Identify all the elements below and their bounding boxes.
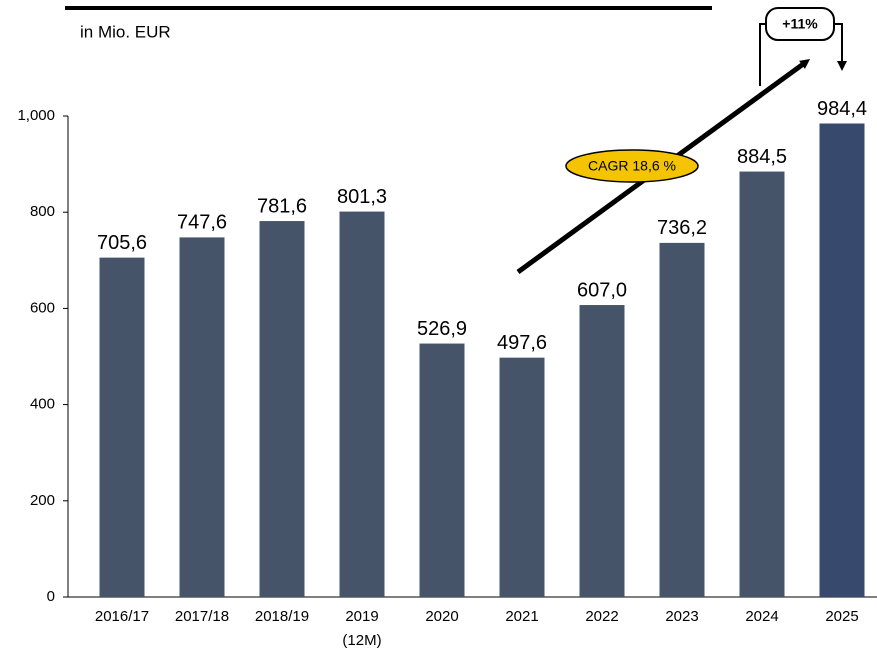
- x-tick-label: 2017/18: [175, 608, 229, 625]
- bar: [739, 171, 785, 598]
- y-tick-label: 800: [30, 203, 55, 220]
- bar: [819, 123, 865, 597]
- value-label: 705,6: [97, 232, 147, 254]
- bar: [499, 357, 545, 597]
- value-label: 526,9: [417, 318, 467, 340]
- value-label: 884,5: [737, 146, 787, 168]
- value-label: 607,0: [577, 279, 627, 301]
- x-tick-label: 2020: [425, 608, 458, 625]
- x-tick-label: 2021: [505, 608, 538, 625]
- x-tick-label: 2016/17: [95, 608, 149, 625]
- x-tick-label: 2019 (12M): [342, 608, 381, 649]
- value-label: 801,3: [337, 186, 387, 208]
- y-tick-label: 600: [30, 299, 55, 316]
- bar: [259, 221, 305, 597]
- y-tick-label: 400: [30, 396, 55, 413]
- value-label: 984,4: [817, 98, 867, 120]
- bar: [419, 343, 465, 597]
- cagr-label: CAGR 18,6 %: [588, 158, 676, 174]
- x-tick-label: 2025: [825, 608, 858, 625]
- bars: [99, 123, 865, 598]
- bar: [579, 305, 625, 597]
- chart-subtitle: in Mio. EUR: [80, 22, 171, 41]
- growth-label: +11%: [782, 16, 818, 32]
- y-tick-label: 0: [47, 588, 55, 605]
- growth-badge: [765, 7, 835, 41]
- x-tick-label: 2023: [665, 608, 698, 625]
- x-tick-label: 2022: [585, 608, 618, 625]
- value-label: 781,6: [257, 195, 307, 217]
- cagr-badge: [565, 149, 699, 183]
- bar: [99, 257, 145, 597]
- bar: [339, 211, 385, 597]
- value-label: 736,2: [657, 217, 707, 239]
- x-tick-label: 2018/19: [255, 608, 309, 625]
- y-tick-label: 200: [30, 492, 55, 509]
- x-tick-label: 2024: [745, 608, 778, 625]
- bar: [659, 242, 705, 597]
- bar: [179, 237, 225, 597]
- value-label: 497,6: [497, 332, 547, 354]
- y-tick-label: 1,000: [17, 107, 55, 124]
- value-label: 747,6: [177, 212, 227, 234]
